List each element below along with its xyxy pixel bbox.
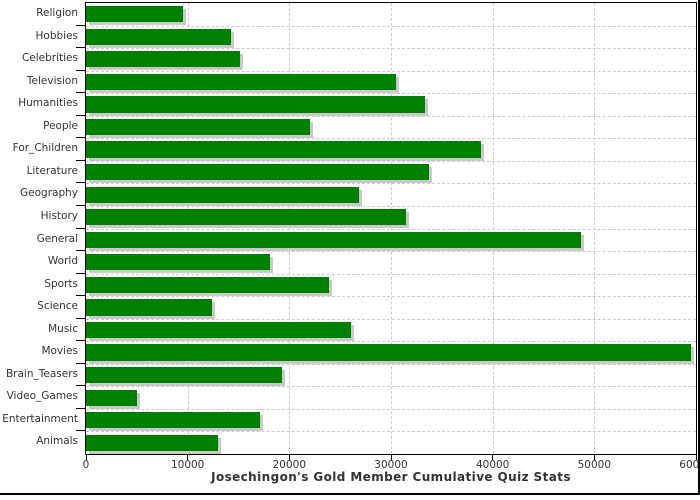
bar (86, 434, 219, 451)
bar (86, 96, 425, 113)
y-gridline (86, 160, 696, 162)
y-gridline (86, 205, 696, 207)
image-bottom-border (0, 493, 700, 495)
y-gridline (86, 48, 696, 50)
x-axis-tick (187, 455, 189, 460)
category-label: History (40, 209, 78, 222)
bar (86, 412, 260, 429)
x-tick-label: 20000 (272, 459, 307, 471)
x-tick-label: 50000 (577, 459, 612, 471)
x-axis-tick (288, 455, 290, 460)
y-gridline (86, 115, 696, 117)
bar (86, 164, 429, 181)
x-tick-label: 10000 (170, 459, 205, 471)
y-axis-tick (76, 137, 85, 139)
y-axis-tick (76, 340, 85, 342)
category-label: Brain_Teasers (5, 367, 78, 380)
y-axis-tick (76, 92, 85, 94)
bar (86, 6, 183, 23)
y-axis-tick (76, 159, 85, 161)
x-tick-label: 30000 (374, 459, 408, 471)
y-axis-tick (76, 250, 85, 252)
category-label: Music (48, 322, 78, 335)
x-tick-label: 60000 (679, 459, 700, 471)
x-axis-tick (390, 455, 392, 460)
y-axis-tick (76, 114, 85, 116)
category-label: Religion (36, 7, 78, 19)
category-label: Movies (41, 345, 78, 358)
bar (86, 141, 482, 158)
bar (86, 28, 232, 45)
y-gridline (86, 296, 696, 298)
category-label: For_Children (12, 142, 78, 155)
y-axis-tick (76, 362, 85, 364)
y-gridline (86, 273, 696, 275)
x-axis-tick (492, 455, 494, 460)
category-label: Television (26, 74, 78, 87)
y-gridline (86, 228, 696, 230)
x-axis-tick (593, 455, 595, 460)
bar (86, 118, 310, 136)
x-axis-tick (695, 455, 697, 460)
y-gridline (86, 251, 696, 253)
category-label: Literature (26, 164, 78, 177)
x-tick-label: 40000 (475, 459, 510, 471)
bar (86, 344, 691, 361)
chart-title: Josechingon's Gold Member Cumulative Qui… (211, 470, 571, 484)
category-label: General (36, 232, 78, 245)
bar (86, 73, 397, 91)
bar (86, 321, 352, 339)
x-axis-tick (85, 455, 87, 460)
plot-area (85, 2, 697, 455)
y-gridline (86, 341, 696, 343)
y-gridline (86, 408, 696, 410)
y-axis-tick (76, 227, 85, 229)
y-axis-tick (76, 69, 85, 71)
y-axis-tick (76, 317, 85, 319)
y-axis-tick (76, 182, 85, 184)
bar (86, 299, 213, 316)
bar (86, 366, 283, 384)
category-label: World (47, 255, 78, 268)
bar (86, 254, 271, 271)
category-label: Entertainment (2, 412, 78, 425)
y-axis-tick (76, 24, 85, 26)
y-gridline (86, 363, 696, 365)
y-gridline (86, 93, 696, 95)
category-label: Video_Games (6, 390, 78, 403)
category-label: Sports (44, 277, 78, 290)
image-right-border (697, 0, 700, 495)
bar (86, 186, 360, 203)
y-axis-tick (76, 204, 85, 206)
bar (86, 231, 582, 248)
y-axis-tick (76, 407, 85, 409)
y-axis-tick (76, 385, 85, 387)
y-gridline (86, 25, 696, 27)
bar (86, 389, 137, 406)
category-label: Animals (36, 435, 78, 448)
y-axis-tick (76, 272, 85, 274)
category-label: People (43, 119, 78, 132)
y-gridline (86, 138, 696, 140)
y-gridline (86, 318, 696, 320)
x-tick-label: 0 (82, 459, 90, 471)
bar (86, 51, 240, 68)
category-label: Humanities (18, 97, 78, 110)
y-axis-tick (76, 295, 85, 297)
bar (86, 209, 407, 226)
y-gridline (86, 70, 696, 72)
category-label: Science (37, 300, 78, 313)
category-label: Hobbies (35, 29, 79, 42)
y-gridline (86, 386, 696, 388)
bar (86, 276, 329, 293)
y-axis-tick (76, 430, 85, 432)
category-label: Celebrities (21, 52, 78, 65)
y-axis-tick (76, 47, 85, 49)
y-gridline (86, 183, 696, 185)
y-gridline (86, 431, 696, 433)
category-label: Geography (20, 187, 78, 200)
